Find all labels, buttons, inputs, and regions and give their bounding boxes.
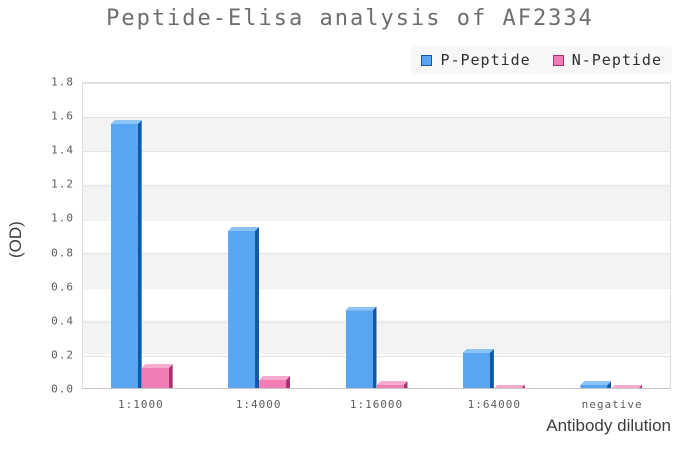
x-tick-negative: negative: [581, 398, 643, 411]
legend-label-p-peptide: P-Peptide: [440, 51, 531, 69]
bar-top-face: [611, 385, 642, 389]
x-tick-1:4000: 1:4000: [235, 398, 282, 411]
bar-n-peptide-1:64000: [493, 384, 525, 389]
bar-p-peptide-negative: [580, 381, 612, 388]
bar-side-face: [372, 306, 377, 388]
y-tick-0.4: 0.4: [51, 314, 74, 328]
legend-item-p-peptide: P-Peptide: [421, 51, 530, 69]
bar-n-peptide-1:16000: [376, 381, 408, 388]
x-tick-1:1000: 1:1000: [118, 398, 164, 411]
bar-top-face: [111, 120, 142, 124]
bar-p-peptide-1:1000: [110, 120, 142, 388]
y-axis-tick-labels: 0.0 0.2 0.4 0.6 0.8 1.0 1.2 1.4 1.6 1.8: [0, 76, 74, 396]
y-tick-0.6: 0.6: [51, 280, 74, 294]
bar-top-face: [346, 307, 377, 311]
chart-title: Peptide-Elisa analysis of AF2334: [106, 6, 594, 31]
bar-top-face: [142, 364, 173, 368]
x-tick-1:64000: 1:64000: [467, 398, 521, 411]
p-peptide-swatch-icon: [421, 54, 433, 66]
bar-top-face: [377, 381, 408, 385]
bar-side-face: [255, 227, 260, 388]
legend: P-Peptide N-Peptide: [411, 46, 672, 74]
bar-side-face: [168, 364, 173, 388]
x-axis-tick-labels: 1:1000 1:4000 1:16000 1:64000 negative: [82, 398, 671, 414]
bar-top-face: [494, 385, 525, 389]
y-tick-1.6: 1.6: [51, 109, 74, 123]
x-axis-title: Antibody dilution: [546, 416, 671, 435]
y-tick-0.2: 0.2: [51, 348, 74, 362]
bar-n-peptide-1:1000: [141, 364, 173, 388]
y-tick-0.8: 0.8: [51, 246, 74, 260]
bar-p-peptide-1:64000: [462, 349, 494, 388]
bar-side-face: [137, 120, 142, 388]
bar-p-peptide-1:16000: [345, 306, 377, 388]
plot-area: [82, 82, 671, 389]
y-tick-1.0: 1.0: [51, 211, 74, 225]
bar-top-face: [259, 376, 290, 380]
legend-item-n-peptide: N-Peptide: [552, 51, 662, 69]
n-peptide-swatch-icon: [552, 54, 564, 66]
bar-side-face: [489, 349, 494, 388]
bar-n-peptide-negative: [611, 384, 643, 389]
bar-side-face: [607, 381, 612, 388]
bar-top-face: [580, 381, 611, 385]
legend-label-n-peptide: N-Peptide: [571, 51, 662, 69]
bar-top-face: [463, 349, 494, 353]
bar-side-face: [286, 376, 291, 388]
x-tick-1:16000: 1:16000: [349, 398, 404, 411]
y-tick-1.2: 1.2: [51, 177, 74, 191]
y-tick-1.4: 1.4: [51, 143, 74, 157]
y-tick-0.0: 0.0: [51, 382, 74, 396]
bar-n-peptide-1:4000: [259, 376, 291, 388]
bar-p-peptide-1:4000: [228, 227, 260, 388]
y-tick-1.8: 1.8: [51, 75, 74, 89]
bar-top-face: [228, 227, 259, 231]
bar-side-face: [403, 381, 408, 388]
